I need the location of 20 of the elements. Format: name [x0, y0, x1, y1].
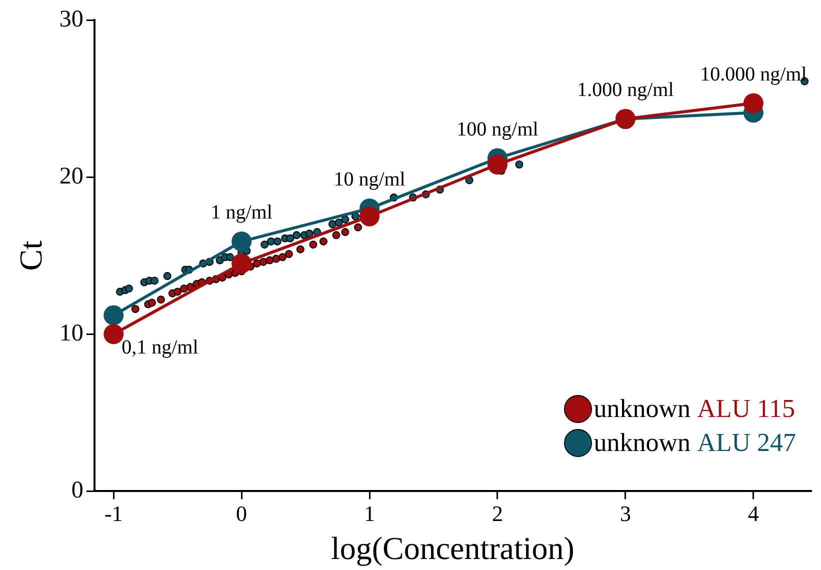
y-tick-label: 10 — [59, 320, 84, 346]
x-tick-label: 4 — [748, 501, 759, 526]
x-tick-label: 0 — [236, 501, 248, 526]
legend-label: unknown ALU 115 — [594, 393, 796, 425]
y-tick-label: 20 — [59, 163, 84, 190]
annotation: 1.000 ng/ml — [577, 79, 674, 102]
y-axis-title: Ct — [12, 240, 49, 271]
annotation: 0,1 ng/ml — [122, 336, 199, 358]
annotation: 100 ng/ml — [456, 118, 539, 140]
annotation: 10.000 ng/ml — [700, 63, 808, 86]
x-axis-title: log(Concentration) — [330, 530, 574, 566]
y-tick-label: 30 — [59, 6, 84, 32]
legend-label: unknown ALU 247 — [594, 427, 796, 459]
annotation: 10 ng/ml — [334, 168, 406, 191]
x-tick-label: -1 — [104, 501, 123, 526]
x-tick-label: 1 — [364, 501, 376, 526]
x-tick-label: 2 — [492, 501, 503, 526]
annotation: 1 ng/ml — [210, 202, 273, 224]
y-tick-label: 0 — [71, 477, 84, 504]
x-tick-label: 3 — [620, 501, 631, 526]
